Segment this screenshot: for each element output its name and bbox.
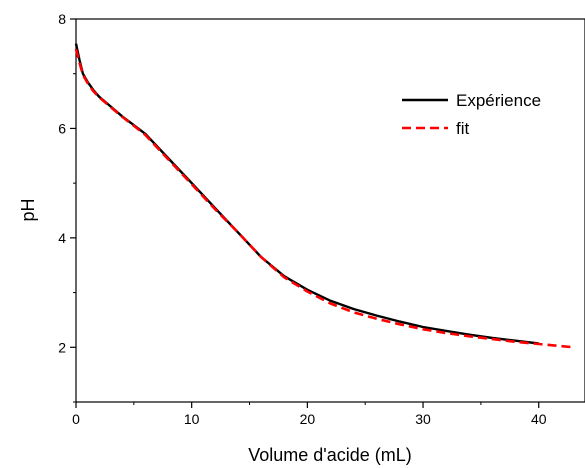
- x-tick-label: 0: [72, 411, 80, 427]
- y-tick-label: 2: [58, 339, 66, 355]
- plot-frame: [75, 18, 585, 403]
- legend: Expérience fit: [402, 91, 541, 138]
- y-tick-label: 8: [58, 11, 66, 27]
- axis-ticks: 0 10 20 30 40 2 4 6 8: [58, 11, 547, 427]
- x-tick-label: 10: [184, 411, 200, 427]
- series-line-experience: [74, 43, 539, 345]
- y-tick-label: 4: [58, 230, 66, 246]
- x-tick-label: 30: [415, 411, 431, 427]
- legend-label-1: fit: [456, 119, 470, 138]
- legend-label-0: Expérience: [456, 91, 541, 110]
- series-line-fit: [74, 48, 574, 349]
- x-tick-label: 20: [300, 411, 316, 427]
- series-layer: [74, 43, 574, 349]
- y-axis-label: pH: [18, 198, 38, 221]
- x-tick-label: 40: [531, 411, 547, 427]
- x-axis-label: Volume d'acide (mL): [248, 445, 412, 465]
- y-tick-label: 6: [58, 120, 66, 136]
